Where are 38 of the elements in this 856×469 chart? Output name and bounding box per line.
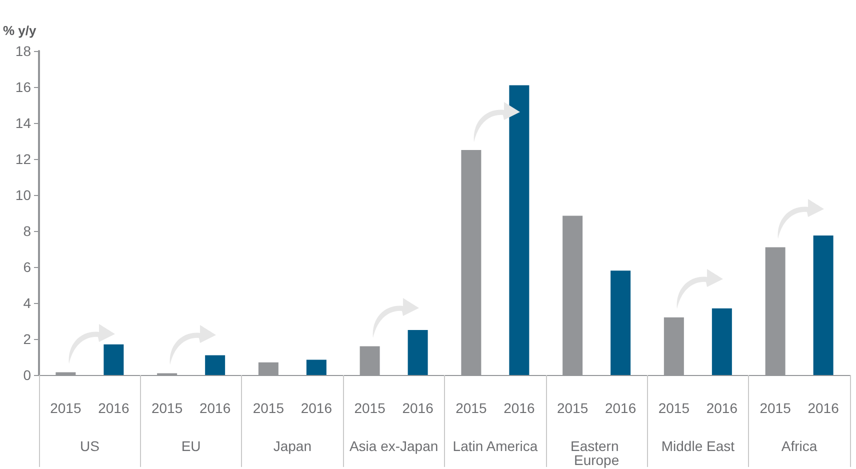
text: 2015 (658, 400, 690, 416)
text: 2015 (50, 400, 82, 416)
bar (205, 355, 226, 375)
x-tick-label: Japan (273, 438, 312, 454)
y-tick-label: 4 (23, 295, 32, 311)
y-tick-label: 2 (23, 331, 32, 347)
x-tick-label: Asia ex-Japan (349, 438, 438, 454)
x-tick-label: Middle East (661, 438, 735, 454)
series-label: 2015 (556, 400, 588, 416)
y-tick-label: 0 (23, 367, 32, 383)
x-tick-label: Eastern Europe (570, 438, 623, 468)
y-tick-label: 8 (23, 223, 32, 239)
x-tick-label: Latin America (452, 438, 538, 454)
text: 2016 (300, 400, 332, 416)
text: 2016 (604, 400, 636, 416)
y-tick-label: 16 (15, 79, 32, 95)
x-tick-label: EU (181, 438, 201, 454)
y-axis-title: % y/y (3, 23, 38, 38)
y-tick-label: 6 (23, 259, 32, 275)
text: 2016 (402, 400, 434, 416)
text: 2015 (252, 400, 284, 416)
text: 2015 (456, 400, 487, 416)
text: 2015 (354, 400, 386, 416)
text: 2016 (98, 400, 130, 416)
bar (306, 360, 326, 375)
text: 2015 (760, 400, 791, 416)
bar (610, 270, 631, 375)
series-label: 2016 (504, 400, 535, 416)
x-tick-label: US (80, 438, 100, 454)
text: 2016 (199, 400, 231, 416)
y-tick-label: 18 (15, 43, 32, 59)
y-tick-label: 12 (15, 151, 32, 167)
y-tick-label: 14 (15, 115, 32, 131)
text: 2016 (808, 400, 839, 416)
text: 2016 (706, 400, 738, 416)
x-tick-label: Africa (781, 438, 818, 454)
text: 2015 (151, 400, 183, 416)
y-tick-label: 10 (15, 187, 32, 203)
